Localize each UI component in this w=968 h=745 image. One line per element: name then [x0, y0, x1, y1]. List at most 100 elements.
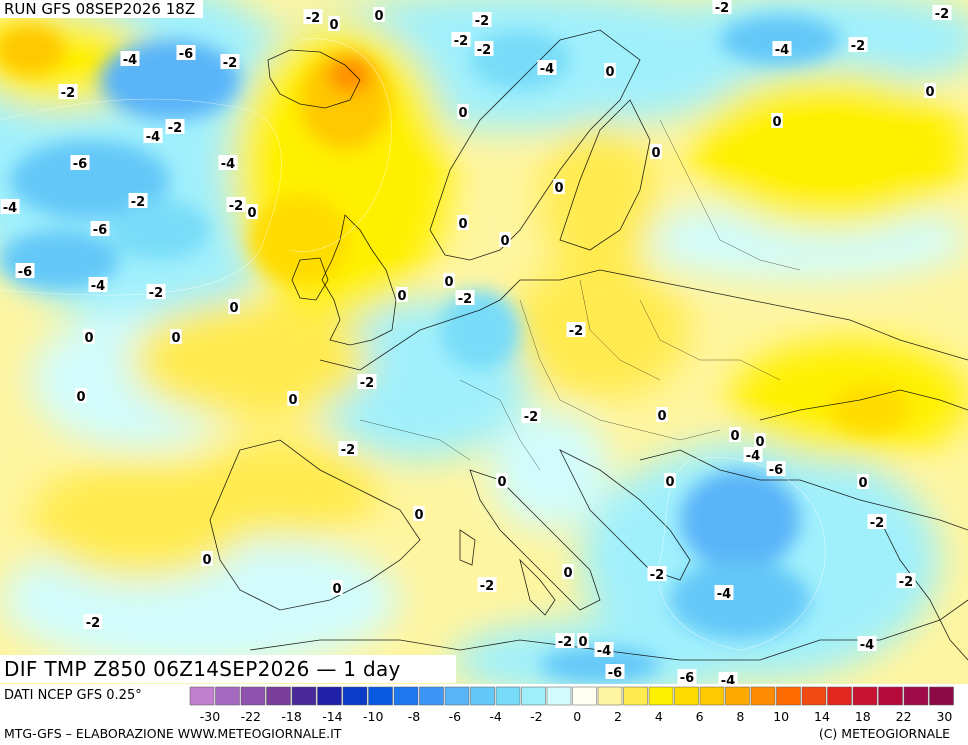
contour-label: -2	[220, 54, 240, 71]
svg-text:0: 0	[329, 18, 338, 33]
contour-label: -4	[714, 585, 734, 602]
contour-label: 0	[656, 407, 668, 424]
contour-label: -2	[848, 37, 868, 54]
contour-label: -4	[594, 642, 614, 659]
svg-text:0: 0	[229, 301, 238, 316]
svg-text:-2: -2	[306, 11, 320, 26]
scale-label: -18	[281, 709, 301, 724]
contour-label: -2	[58, 84, 78, 101]
contour-label: -6	[176, 45, 196, 62]
svg-text:-4: -4	[717, 587, 731, 602]
contour-label: -2	[451, 32, 471, 49]
contour-label: 0	[246, 204, 258, 221]
contour-label: 0	[373, 7, 385, 24]
svg-text:-6: -6	[769, 463, 783, 478]
contour-label: -2	[128, 193, 148, 210]
contour-label: 0	[496, 473, 508, 490]
svg-text:-4: -4	[123, 53, 137, 68]
svg-text:0: 0	[171, 331, 180, 346]
svg-text:-2: -2	[360, 376, 374, 391]
contour-label: 0	[553, 179, 565, 196]
svg-text:-2: -2	[851, 39, 865, 54]
contour-label: 0	[729, 427, 741, 444]
contour-label: -6	[15, 263, 35, 280]
scale-swatch	[215, 686, 240, 706]
contour-label: 0	[413, 506, 425, 523]
svg-text:-2: -2	[899, 575, 913, 590]
scale-label: 4	[655, 709, 663, 724]
contour-label: -2	[647, 566, 667, 583]
field-title: DIF TMP Z850 06Z14SEP2026 — 1 day	[0, 655, 456, 683]
contour-label: 0	[771, 113, 783, 130]
svg-text:-2: -2	[870, 516, 884, 531]
scale-swatch	[317, 686, 342, 706]
scale-swatch	[878, 686, 903, 706]
contour-label: -6	[677, 669, 697, 684]
credit-right: (C) METEOGIORNALE	[818, 726, 950, 741]
scale-label: -4	[489, 709, 502, 724]
contour-label: 0	[170, 329, 182, 346]
svg-text:-2: -2	[454, 34, 468, 49]
scale-swatch	[393, 686, 419, 706]
svg-text:-2: -2	[131, 195, 145, 210]
contour-label: 0	[228, 299, 240, 316]
svg-text:-6: -6	[93, 223, 107, 238]
svg-text:-2: -2	[524, 410, 538, 425]
scale-swatch	[674, 686, 699, 706]
contour-label: 0	[924, 83, 936, 100]
scale-swatch	[572, 686, 597, 706]
svg-text:-4: -4	[146, 130, 160, 145]
scale-swatch	[750, 686, 776, 706]
svg-text:0: 0	[444, 275, 453, 290]
scale-swatch	[801, 686, 827, 706]
contour-label: -2	[455, 290, 475, 307]
contour-label: -4	[88, 277, 108, 294]
svg-text:0: 0	[925, 85, 934, 100]
svg-text:0: 0	[605, 65, 614, 80]
scale-label: 30	[936, 709, 952, 724]
contour-label: 0	[287, 391, 299, 408]
svg-text:0: 0	[858, 476, 867, 491]
svg-text:0: 0	[332, 582, 341, 597]
run-title: RUN GFS 08SEP2026 18Z	[0, 0, 204, 18]
contour-label: -2	[303, 9, 323, 26]
scale-label: -30	[200, 709, 220, 724]
color-scale: -30 -22 -18 -14 -10 -8 -6 -4 -2 0 2 4 6 8 10 14 18 22 30	[189, 686, 954, 724]
svg-text:0: 0	[665, 475, 674, 490]
contour-label: -4	[772, 41, 792, 58]
contour-label: 0	[562, 564, 574, 581]
svg-text:0: 0	[458, 106, 467, 121]
scale-swatch	[623, 686, 648, 706]
svg-text:-4: -4	[721, 674, 735, 684]
svg-text:-2: -2	[477, 43, 491, 58]
contour-label: -6	[90, 221, 110, 238]
scale-label: 2	[614, 709, 622, 724]
svg-text:-6: -6	[608, 666, 622, 681]
svg-text:-2: -2	[480, 579, 494, 594]
contour-label: -4	[218, 155, 238, 172]
contour-label: -2	[226, 197, 246, 214]
svg-text:-4: -4	[91, 279, 105, 294]
svg-text:0: 0	[374, 9, 383, 24]
svg-text:-6: -6	[73, 157, 87, 172]
contour-label: -2	[357, 374, 377, 391]
contour-label: -2	[146, 284, 166, 301]
contour-label: -2	[477, 577, 497, 594]
scale-swatch	[291, 686, 317, 706]
svg-text:-6: -6	[179, 47, 193, 62]
svg-text:-2: -2	[229, 199, 243, 214]
svg-text:0: 0	[651, 146, 660, 161]
svg-text:0: 0	[755, 435, 764, 450]
contour-label: -4	[120, 51, 140, 68]
svg-text:-2: -2	[569, 324, 583, 339]
contour-label: -2	[83, 614, 103, 631]
contour-label: -2	[712, 0, 732, 16]
scale-swatch	[725, 686, 750, 706]
contour-label: 0	[201, 551, 213, 568]
svg-text:0: 0	[500, 234, 509, 249]
scale-label: 18	[855, 709, 871, 724]
scale-label: 8	[736, 709, 744, 724]
contour-label: -6	[70, 155, 90, 172]
svg-text:0: 0	[76, 390, 85, 405]
footer-panel: -30 -22 -18 -14 -10 -8 -6 -4 -2 0 2 4 6 8 10 14 18 22 30 D…	[0, 684, 968, 745]
